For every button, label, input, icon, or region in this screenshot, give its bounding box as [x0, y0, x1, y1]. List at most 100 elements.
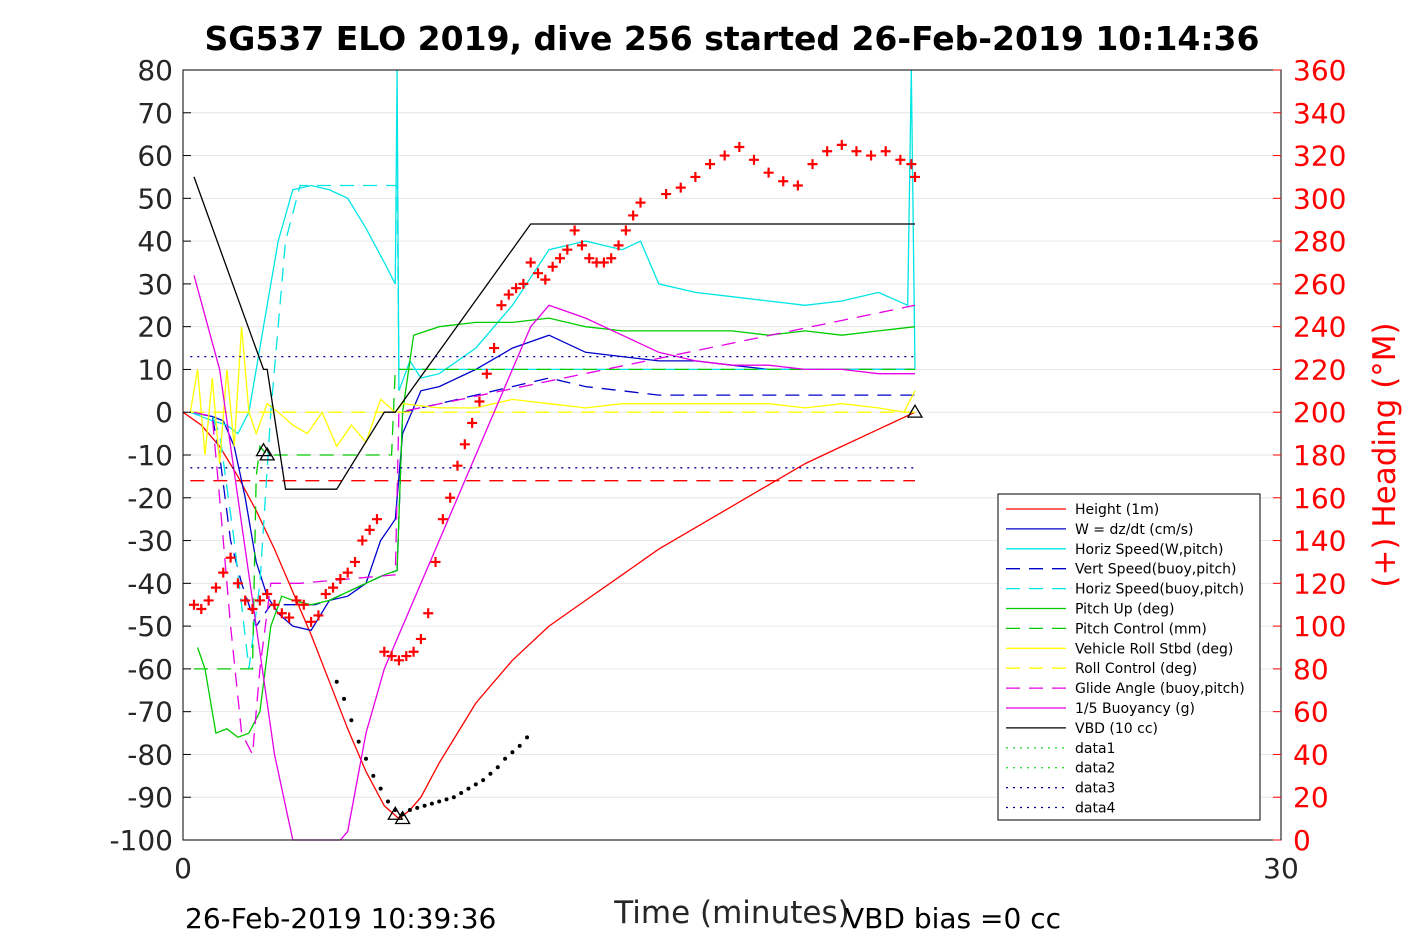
depth-point [364, 756, 368, 761]
series-line-vbd-10-cc [193, 176, 915, 490]
heading-point [364, 524, 375, 535]
heading-point [778, 176, 789, 187]
legend-entry-label: 1/5 Buoyancy (g) [1075, 701, 1195, 717]
legend-entry-label: Height (1m) [1075, 502, 1159, 518]
heading-point [225, 552, 236, 563]
heading-point [437, 514, 448, 525]
heading-point [705, 159, 716, 170]
depth-point [466, 786, 471, 791]
y-left-tick-label: 20 [137, 311, 173, 344]
y-right-tick-label: 220 [1293, 353, 1346, 386]
y-left-tick-label: 60 [137, 140, 173, 173]
heading-point [320, 589, 331, 600]
y-right-tick-label: 240 [1293, 311, 1346, 344]
heading-point [276, 608, 287, 619]
depth-point [437, 799, 442, 804]
heading-point [540, 274, 551, 285]
triangle-marker [906, 403, 924, 418]
heading-point [719, 150, 730, 161]
heading-point [467, 417, 478, 428]
heading-point [635, 197, 646, 208]
y-right-tick-label: 360 [1293, 54, 1346, 87]
legend-entry-label: Vehicle Roll Stbd (deg) [1075, 641, 1233, 657]
y-left-tick-label: 0 [155, 396, 173, 429]
y-left-tick-label: -90 [127, 781, 173, 814]
y-left-tick-label: -70 [127, 696, 173, 729]
y-right-tick-label: 180 [1293, 439, 1346, 472]
heading-point [408, 646, 419, 657]
depth-point [349, 718, 354, 723]
heading-point [474, 396, 485, 407]
depth-point [495, 765, 500, 770]
heading-point [210, 582, 221, 593]
y-left-tick-label: 30 [137, 268, 173, 301]
heading-point [690, 171, 701, 182]
series-line-vehicle-roll-stbd-deg [189, 326, 916, 464]
heading-point [196, 604, 207, 614]
y-right-tick-label: 80 [1293, 653, 1329, 686]
y-left-tick-label: 40 [137, 225, 173, 258]
depth-point [385, 799, 390, 804]
heading-point [357, 535, 368, 546]
legend-entry-label: Horiz Speed(buoy,pitch) [1075, 582, 1244, 598]
heading-point [393, 655, 404, 666]
y-left-tick-label: -50 [127, 610, 173, 643]
footer-date: 26-Feb-2019 10:39:36 [185, 902, 496, 935]
legend-entry-label: data4 [1075, 801, 1116, 817]
heading-point [430, 556, 441, 567]
y-left-tick-label: -30 [127, 525, 173, 558]
heading-point [203, 595, 214, 606]
heading-point [792, 180, 803, 191]
y-right-tick-label: 120 [1293, 567, 1346, 600]
y-right-tick-label: 320 [1293, 140, 1346, 173]
heading-point [232, 578, 243, 589]
legend-entry-label: VBD (10 cc) [1075, 721, 1158, 737]
triangle-marker [387, 806, 404, 820]
footer-vbd-bias: VBD bias =0 cc [845, 902, 1061, 935]
heading-point [576, 240, 587, 251]
depth-point [334, 679, 339, 684]
heading-point [734, 142, 745, 152]
y-left-tick-label: -100 [109, 824, 173, 857]
depth-point [415, 805, 420, 810]
heading-point [401, 651, 412, 662]
series-line-1-5-buoyancy-g [193, 275, 915, 841]
heading-point [620, 225, 631, 236]
depth-point [371, 773, 376, 778]
heading-point [525, 257, 536, 268]
y-right-tick-label: 40 [1293, 738, 1329, 771]
heading-point [313, 610, 324, 621]
y-left-tick-label: 80 [137, 54, 173, 87]
chart-title: SG537 ELO 2019, dive 256 started 26-Feb-… [205, 19, 1260, 58]
heading-point [533, 268, 544, 279]
heading-point [763, 167, 774, 178]
heading-point [496, 300, 507, 311]
y-left-tick-label: -20 [127, 482, 173, 515]
y-left-tick-label: 50 [137, 182, 173, 215]
heading-point [613, 240, 624, 251]
heading-point [562, 244, 573, 255]
y-left-tick-label: -40 [127, 567, 173, 600]
heading-point [371, 514, 382, 525]
x-tick-label: 30 [1263, 852, 1299, 885]
y-left-tick-label: 10 [137, 353, 173, 386]
heading-point [262, 589, 273, 600]
heading-point [445, 492, 456, 503]
heading-point [547, 261, 558, 272]
heading-point [298, 599, 309, 610]
heading-point [748, 154, 759, 165]
depth-point [342, 696, 347, 701]
right-axis-label: (+) Heading (°M) [1367, 322, 1403, 587]
triangle-marker [255, 442, 272, 457]
legend-entry-label: Horiz Speed(W,pitch) [1075, 542, 1223, 558]
heading-point [291, 595, 302, 606]
series-line-glide-angle-buoy-pitch [193, 304, 916, 757]
series-line-pitch-up-deg [196, 317, 916, 739]
depth-point [510, 750, 515, 755]
depth-point [356, 739, 361, 744]
heading-point [240, 595, 251, 606]
depth-point [422, 803, 427, 808]
heading-point [503, 289, 514, 300]
heading-point [284, 612, 295, 623]
